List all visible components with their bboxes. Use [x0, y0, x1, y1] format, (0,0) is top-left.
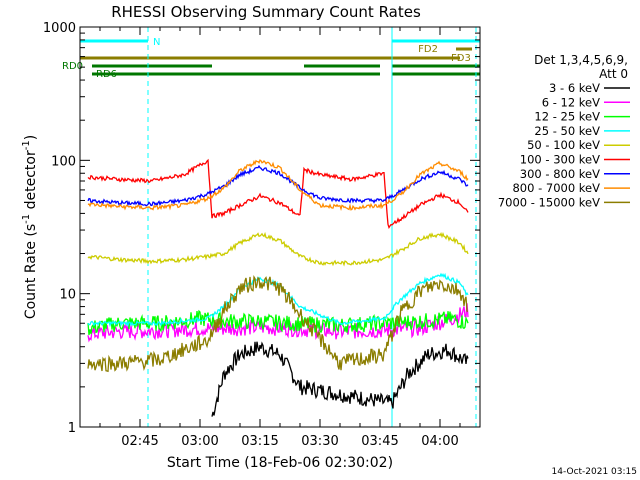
x-tick-label-2: 03:15	[241, 434, 278, 449]
series-lines	[87, 158, 469, 417]
series-line-6	[87, 164, 469, 207]
legend-label-8: 7000 - 15000 keV	[498, 195, 600, 209]
x-tick-label-4: 03:45	[361, 434, 398, 449]
legend-label-7: 800 - 7000 keV	[512, 181, 600, 195]
flag-label-rd6: RD6	[96, 69, 117, 80]
y-axis-label-sup2: -1	[21, 140, 32, 150]
series-line-3	[87, 272, 469, 328]
chart-title: RHESSI Observing Summary Count Rates	[111, 3, 421, 21]
y-tick-label-1: 10	[59, 288, 76, 303]
x-axis-ticks: 02:45 03:00 03:15 03:30 03:45 04:00	[99, 27, 461, 449]
x-axis-label: Start Time (18-Feb-06 02:30:02)	[167, 455, 393, 471]
legend-label-5: 100 - 300 keV	[520, 153, 600, 167]
y-tick-label-2: 100	[51, 154, 76, 169]
legend-label-0: 3 - 6 keV	[549, 81, 600, 95]
flag-bars: N FD2 FD3 RD0 RD6	[62, 37, 480, 80]
y-tick-label-0: 1	[68, 421, 76, 436]
x-tick-label-0: 02:45	[121, 434, 158, 449]
y-axis-ticks: 1 10 100 1000	[43, 21, 480, 436]
series-line-7	[87, 159, 469, 211]
y-axis-label-main: Count Rate (s	[23, 224, 39, 319]
legend-header-line2: Att 0	[599, 67, 628, 81]
flag-label-fd3: FD3	[451, 53, 471, 64]
y-axis-label-sup1: -1	[21, 214, 32, 224]
y-axis-label-end: )	[23, 135, 39, 140]
series-line-4	[87, 231, 469, 267]
legend-header-line1: Det 1,3,4,5,6,9,	[534, 53, 628, 67]
footer-date: 14-Oct-2021 03:15	[552, 467, 637, 477]
y-axis-label: Count Rate (s-1 detector-1)	[21, 135, 39, 319]
legend-label-3: 25 - 50 keV	[534, 124, 600, 138]
x-tick-label-1: 03:00	[181, 434, 218, 449]
flag-label-n: N	[153, 37, 160, 48]
legend-label-2: 12 - 25 keV	[534, 110, 600, 124]
legend-label-1: 6 - 12 keV	[542, 95, 600, 109]
legend-label-6: 300 - 800 keV	[520, 167, 600, 181]
series-line-5	[87, 158, 469, 230]
y-tick-label-3: 1000	[43, 21, 76, 36]
flag-label-fd2: FD2	[418, 44, 438, 55]
flag-label-rd0: RD0	[62, 61, 83, 72]
y-axis-label-mid: detector	[23, 150, 39, 214]
vertical-markers	[79, 27, 477, 427]
x-tick-label-3: 03:30	[301, 434, 338, 449]
series-line-8	[87, 274, 469, 373]
series-line-0	[211, 341, 469, 417]
legend-label-4: 50 - 100 keV	[527, 138, 600, 152]
x-tick-label-5: 04:00	[421, 434, 458, 449]
